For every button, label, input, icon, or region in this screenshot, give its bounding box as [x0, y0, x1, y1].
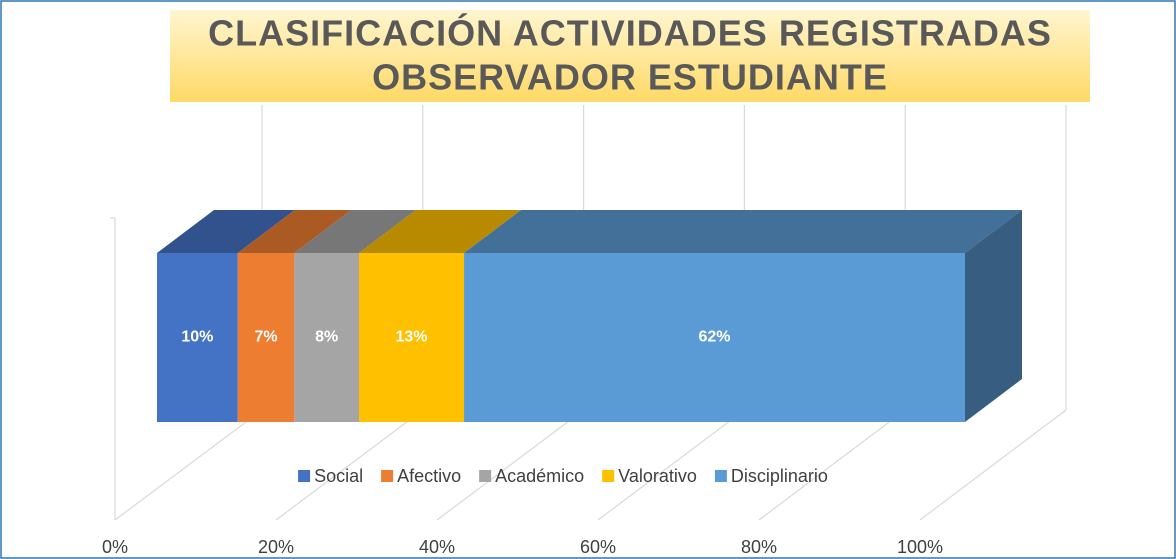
- legend-item: Académico: [479, 466, 584, 486]
- bar: [359, 253, 465, 422]
- x-tick-label: 0%: [102, 537, 128, 557]
- x-tick-label: 80%: [741, 537, 777, 557]
- bar: [464, 253, 965, 422]
- x-tick-label: 40%: [419, 537, 455, 557]
- legend-item: Social: [298, 466, 363, 486]
- bar: [157, 253, 238, 422]
- bar-side: [965, 210, 1022, 422]
- x-tick-label: 100%: [897, 537, 943, 557]
- bar-top: [359, 210, 522, 253]
- grid-line: [114, 409, 263, 521]
- grid: 0% 20% 40% 60% 80% 100%: [102, 105, 1067, 557]
- grid-line: [275, 409, 424, 521]
- bar-top: [294, 210, 416, 253]
- chart-title: CLASIFICACIÓN ACTIVIDADES REGISTRADAS: [208, 12, 1052, 54]
- legend-label: Académico: [495, 466, 584, 486]
- value-label: 62%: [699, 329, 731, 346]
- value-label: 8%: [315, 329, 338, 346]
- x-tick-label: 60%: [580, 537, 616, 557]
- legend-label: Afectivo: [397, 466, 461, 486]
- legend-label: Valorativo: [618, 466, 697, 486]
- grid-line: [758, 409, 906, 521]
- bars: 10% 7% 8% 13% 62%: [157, 210, 1022, 422]
- legend-label: Disciplinario: [731, 466, 828, 486]
- legend-item: Valorativo: [602, 466, 697, 486]
- grid-line: [919, 409, 1067, 521]
- legend-item: Disciplinario: [714, 466, 828, 486]
- bar: [294, 253, 359, 422]
- legend-swatch: [298, 470, 311, 482]
- x-tick-label: 20%: [258, 537, 294, 557]
- bar-top: [237, 210, 352, 253]
- legend-label: Social: [314, 466, 363, 486]
- legend-swatch: [714, 470, 727, 482]
- value-label: 7%: [255, 329, 278, 346]
- bar: [237, 253, 295, 422]
- grid-line: [436, 409, 584, 521]
- legend: Social Afectivo Académico Valorativo Discipl…: [298, 466, 828, 486]
- chart-title: OBSERVADOR ESTUDIANTE: [372, 57, 888, 98]
- value-label: 13%: [396, 329, 428, 346]
- bar-top: [157, 210, 295, 253]
- value-label: 10%: [181, 329, 213, 346]
- legend-item: Afectivo: [381, 466, 461, 486]
- legend-swatch: [381, 470, 394, 482]
- legend-swatch: [602, 470, 615, 482]
- grid-line: [597, 409, 745, 521]
- bar-top: [464, 210, 1022, 253]
- title-background: [170, 10, 1090, 102]
- legend-swatch: [479, 470, 492, 482]
